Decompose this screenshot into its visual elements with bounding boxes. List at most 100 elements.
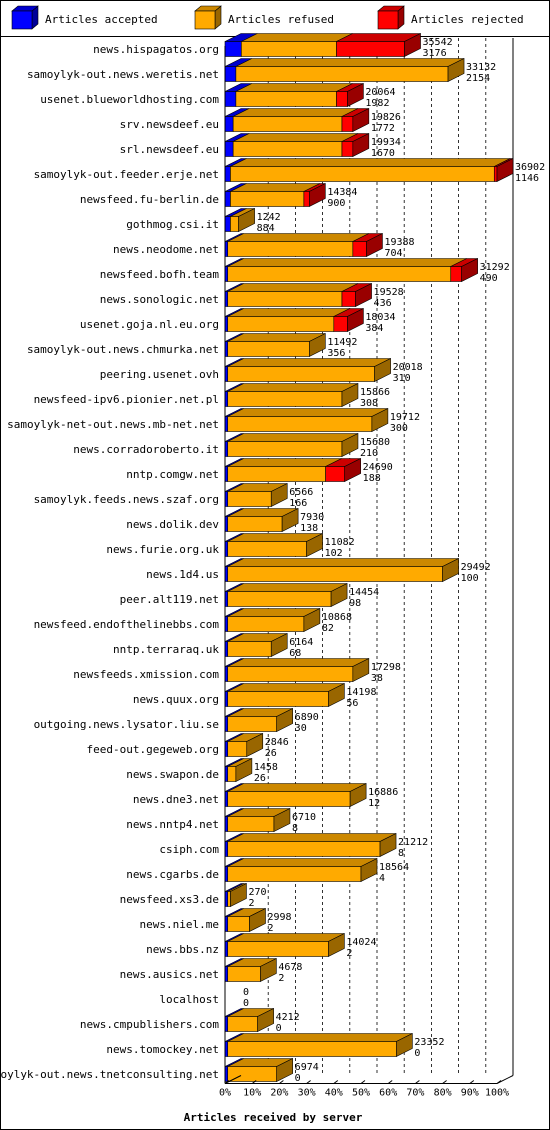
bar-segment-top: [227, 233, 369, 242]
bar-row: [224, 633, 288, 657]
bar-row: [224, 483, 288, 507]
bar-segment-side: [347, 83, 364, 107]
server-label: srl.newsdeef.eu: [120, 143, 219, 156]
value-label: 356: [327, 348, 345, 359]
bar-row: [224, 858, 378, 882]
server-label: nntp.terraraq.uk: [113, 643, 219, 656]
bar-segment-side: [496, 158, 514, 182]
server-label: news.1d4.us: [146, 568, 219, 581]
bar-segment-side: [276, 708, 293, 732]
bar-segment: [224, 141, 234, 157]
value-label: 15680: [360, 437, 390, 448]
bar-row: [224, 1033, 413, 1057]
bar-segment-side: [349, 783, 367, 807]
value-label: 210: [360, 448, 378, 459]
server-label: samoylyk.feeds.news.szaf.org: [34, 493, 219, 506]
legend-swatch: [194, 10, 216, 30]
legend-label: Articles refused: [228, 13, 334, 26]
value-label: 26: [254, 773, 266, 784]
bar-row: [224, 533, 323, 557]
server-label: samoylyk-out.feeder.erje.net: [34, 168, 219, 181]
value-label: 0: [243, 987, 249, 998]
value-label: 14198: [346, 687, 376, 698]
bar-row: [224, 558, 459, 582]
bar-row: [224, 883, 247, 907]
bar-segment-side: [249, 908, 266, 932]
value-label: 15866: [360, 387, 390, 398]
bar-segment: [227, 241, 354, 257]
bar-segment-top: [227, 583, 348, 592]
value-label: 384: [365, 323, 383, 334]
value-label: 18564: [379, 862, 409, 873]
legend-item: Articles refused: [194, 5, 334, 30]
bar-segment: [232, 141, 343, 157]
bar-segment-side: [281, 508, 299, 532]
value-label: 14384: [327, 187, 357, 198]
server-label: usenet.goja.nl.eu.org: [80, 318, 219, 331]
value-label: 308: [360, 398, 378, 409]
bar-row: [224, 183, 326, 207]
server-label: samoylyk-out.news.weretis.net: [27, 68, 219, 81]
server-label: news.corradoroberto.it: [73, 443, 219, 456]
value-label: 2846: [265, 737, 289, 748]
bar-segment: [230, 191, 305, 207]
value-label: 0: [276, 1023, 282, 1034]
value-label: 24690: [363, 462, 393, 473]
bar-segment: [227, 516, 283, 532]
bar-segment-top: [227, 858, 378, 867]
value-label: 6164: [289, 637, 313, 648]
value-label: 11082: [325, 537, 355, 548]
bar-row: [224, 433, 359, 457]
value-label: 10868: [322, 612, 352, 623]
server-label: news.furie.org.uk: [106, 543, 219, 556]
value-label: 102: [325, 548, 343, 559]
bar-segment: [224, 91, 237, 107]
bar-segment: [224, 66, 237, 82]
bar-row: [224, 408, 389, 432]
legend-swatch: [11, 10, 33, 30]
server-label: samoylyk-out.news.tnetconsulting.net: [0, 1068, 219, 1081]
bar-segment: [341, 116, 354, 132]
bar-segment: [336, 91, 348, 107]
bar-segment: [227, 541, 307, 557]
bar-segment: [224, 191, 231, 207]
bar-segment: [227, 716, 277, 732]
x-tick: [224, 1080, 230, 1084]
bar-segment-side: [260, 958, 277, 982]
value-label: 310: [393, 373, 411, 384]
bar-segment-top: [227, 783, 367, 792]
bar-row: [224, 708, 293, 732]
server-label: newsfeed.endofthelinebbs.com: [34, 618, 220, 631]
bar-segment-side: [347, 308, 364, 332]
bar-segment-side: [374, 358, 391, 382]
server-label: news.cgarbs.de: [126, 868, 219, 881]
x-tick: [279, 1080, 284, 1084]
bar-segment-top: [227, 1033, 413, 1042]
server-label: news.nntp4.net: [126, 818, 219, 831]
bar-row: [224, 808, 291, 832]
value-label: 2154: [466, 73, 490, 84]
bar-segment-side: [330, 583, 348, 607]
grid: [267, 38, 514, 1076]
value-label: 21212: [398, 837, 428, 848]
x-tick: [251, 1080, 257, 1084]
bar-segment: [224, 216, 231, 232]
bar-segment-side: [355, 283, 372, 307]
bar-row: [224, 908, 266, 932]
bar-segment-top: [233, 108, 359, 117]
value-label: 884: [257, 223, 275, 234]
value-label: 29492: [461, 562, 491, 573]
bar-row: [224, 133, 370, 157]
bar-segment-top: [227, 433, 359, 442]
value-label: 300: [390, 423, 408, 434]
value-label: 31292: [480, 262, 510, 273]
value-label: 436: [374, 298, 392, 309]
bar-segment-side: [235, 758, 253, 782]
bar-row: [224, 683, 345, 707]
bar-segment-side: [306, 533, 323, 557]
value-label: 0: [414, 1048, 420, 1059]
server-label: news.neodome.net: [113, 243, 219, 256]
server-label: newsfeed.xs3.de: [120, 893, 219, 906]
x-tick-label: 30%: [298, 1088, 316, 1099]
value-label: 704: [384, 248, 402, 259]
